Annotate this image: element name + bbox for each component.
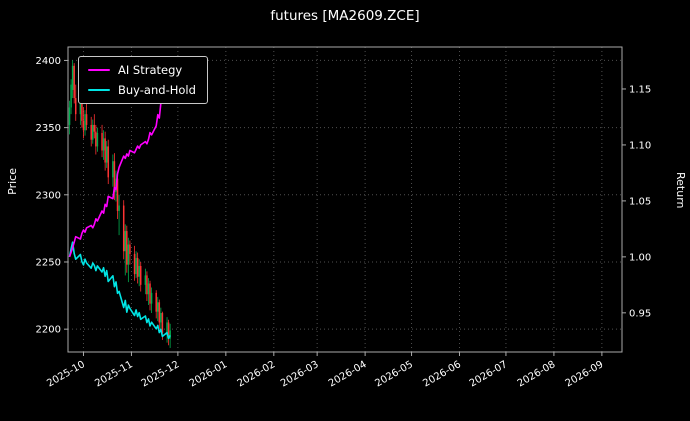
chart-title: futures [MA2609.ZCE] [270, 8, 420, 24]
price-tick-label: 2350 [36, 123, 61, 134]
x-tick-label: 2026-04 [327, 359, 369, 389]
legend: AI Strategy Buy-and-Hold [78, 56, 208, 104]
price-tick-label: 2200 [36, 325, 61, 336]
legend-label-ai-strategy: AI Strategy [118, 63, 183, 77]
x-tick-label: 2025-11 [93, 359, 135, 389]
buy-and-hold-line [68, 241, 171, 340]
return-tick-label: 1.00 [629, 252, 651, 263]
return-tick-label: 1.15 [629, 84, 651, 95]
ai-strategy-line [68, 70, 171, 258]
ai-strategy-line-swatch [88, 68, 110, 72]
x-tick-label: 2026-07 [468, 359, 510, 389]
left-axis-title: Price [6, 168, 19, 195]
return-tick-label: 0.95 [629, 308, 651, 319]
return-tick-label: 1.10 [629, 140, 651, 151]
return-tick-label: 1.05 [629, 196, 651, 207]
legend-item-buy-and-hold: Buy-and-Hold [88, 83, 196, 97]
x-tick-label: 2026-06 [421, 359, 463, 389]
x-tick-label: 2025-12 [140, 359, 182, 389]
legend-label-buy-and-hold: Buy-and-Hold [118, 83, 196, 97]
price-tick-label: 2300 [36, 190, 61, 201]
x-tick-label: 2026-02 [236, 359, 278, 389]
x-tick-label: 2026-08 [516, 359, 558, 389]
line-series-layer [68, 70, 171, 340]
price-tick-label: 2400 [36, 56, 61, 67]
x-tick-label: 2026-01 [188, 359, 230, 389]
x-tick-label: 2026-03 [279, 359, 321, 389]
price-tick-label: 2250 [36, 257, 61, 268]
x-tick-label: 2026-09 [564, 359, 606, 389]
legend-item-ai-strategy: AI Strategy [88, 63, 196, 77]
x-tick-label: 2026-05 [373, 359, 415, 389]
buy-and-hold-line-swatch [88, 88, 110, 92]
right-axis-title: Return [674, 172, 687, 209]
x-tick-label: 2025-10 [45, 359, 87, 389]
